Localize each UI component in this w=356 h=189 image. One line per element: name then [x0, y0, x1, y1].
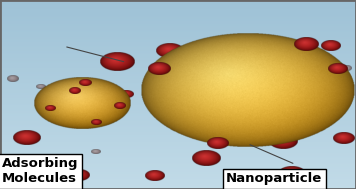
Text: Nanoparticle: Nanoparticle — [226, 172, 322, 185]
Text: Adsorbing
Molecules: Adsorbing Molecules — [2, 157, 78, 185]
